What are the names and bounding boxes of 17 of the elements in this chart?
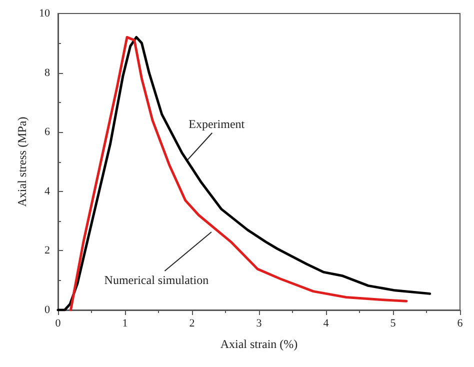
x-tick-label: 4 <box>323 318 330 330</box>
y-tick-label: 10 <box>39 8 50 20</box>
x-tick-label: 2 <box>189 318 195 330</box>
y-axis-title: Axial stress (MPa) <box>15 116 29 207</box>
y-tick-label: 6 <box>44 126 50 138</box>
x-tick-label: 1 <box>122 318 128 330</box>
x-tick-label: 5 <box>390 318 396 330</box>
x-tick-label: 6 <box>457 318 464 330</box>
annotation: Numerical simulation <box>104 273 209 288</box>
annotation: Experiment <box>188 116 246 131</box>
y-tick-label: 2 <box>44 244 50 257</box>
y-tick-label: 8 <box>44 66 50 79</box>
x-tick-label: 0 <box>55 318 62 330</box>
x-tick-label: 3 <box>256 318 262 330</box>
x-axis-title: Axial strain (%) <box>220 337 298 351</box>
y-tick-label: 0 <box>44 304 50 316</box>
y-tick-label: 4 <box>44 185 50 198</box>
